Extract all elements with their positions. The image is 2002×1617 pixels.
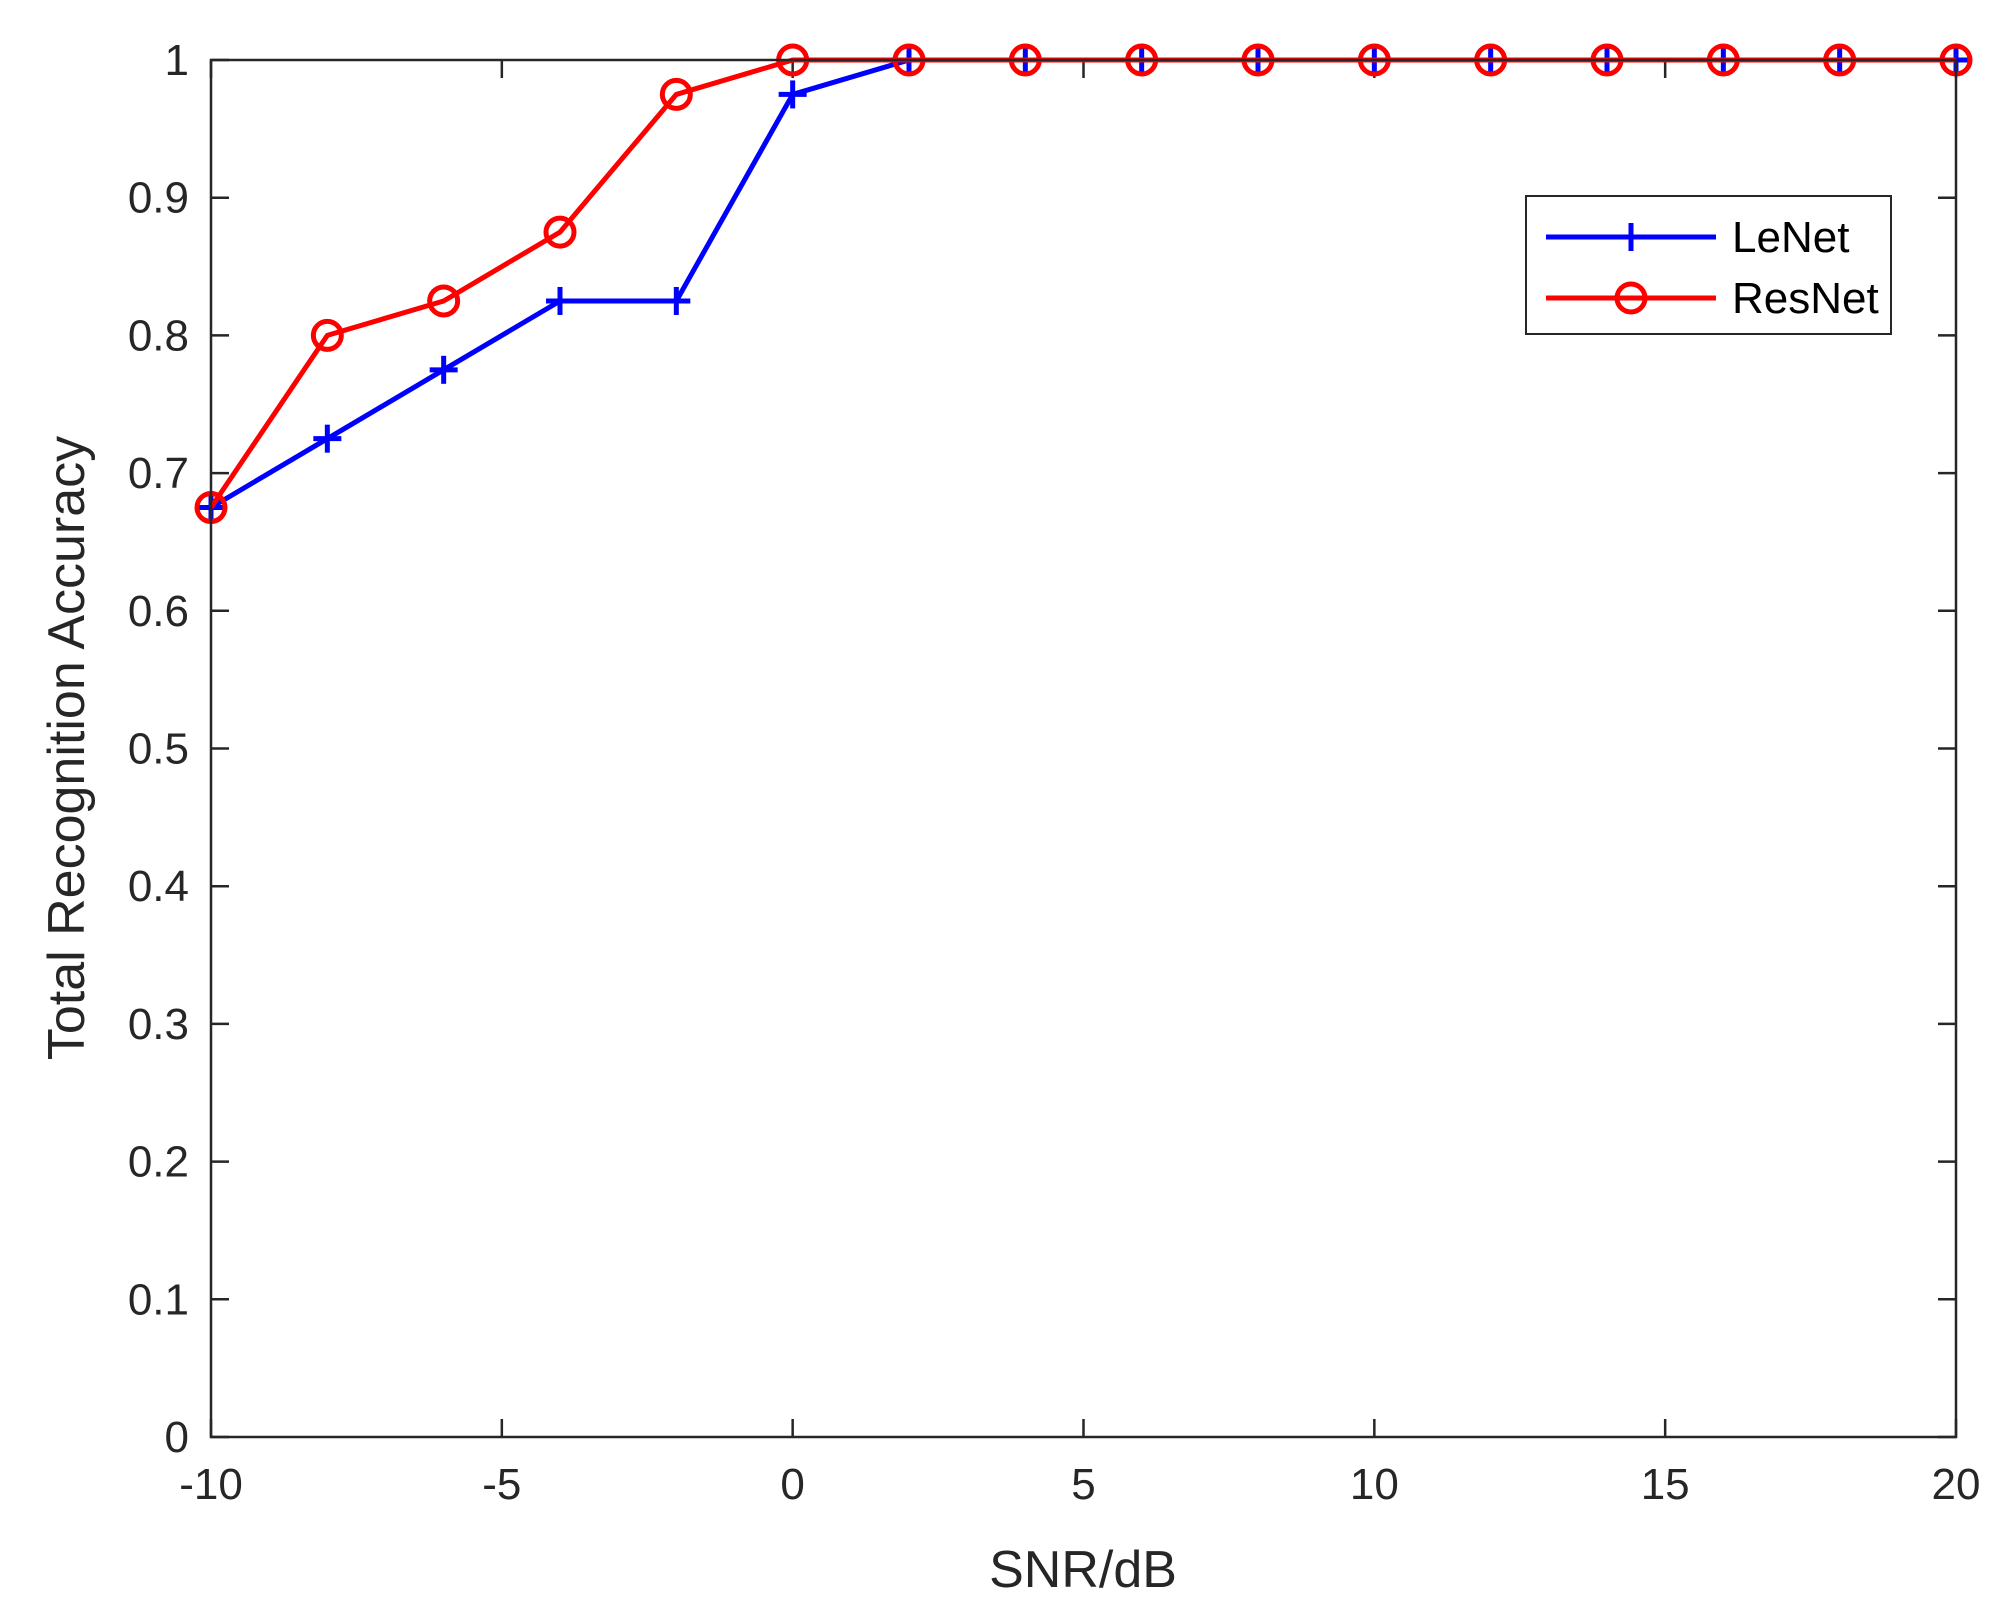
axes-box (209, 58, 1958, 1439)
y-tick-label: 0.7 (128, 449, 189, 498)
x-tick-label: -5 (482, 1460, 521, 1509)
legend-label-lenet: LeNet (1732, 213, 1849, 262)
tick-labels: -10 -5 0 5 10 15 20 0 0.1 0.2 0.3 0.4 0.5 0.6 0.7 0.8 0.… (128, 36, 1981, 1509)
legend-box (1525, 195, 1892, 335)
legend-entries: LeNet ResNet (1546, 213, 1879, 323)
y-tick-label: 0.1 (128, 1275, 189, 1324)
legend-label-resnet: ResNet (1732, 274, 1879, 323)
resnet-point (427, 284, 461, 318)
lenet-point (313, 424, 342, 453)
x-axis-label: SNR/dB (989, 1541, 1177, 1599)
y-tick-label: 0.4 (128, 862, 189, 911)
legend-marker-resnet (1614, 281, 1648, 315)
x-tick-label: 0 (780, 1460, 804, 1509)
y-tick-label: 0.3 (128, 1000, 189, 1049)
lenet-point (429, 355, 458, 384)
x-tick-label: 10 (1350, 1460, 1399, 1509)
x-tick-label: 20 (1932, 1460, 1981, 1509)
x-tick-label: 5 (1071, 1460, 1095, 1509)
y-axis-label: Total Recognition Accuracy (38, 436, 96, 1060)
y-tick-label: 0.2 (128, 1138, 189, 1187)
y-tick-label: 1 (165, 36, 189, 85)
y-tick-label: 0.8 (128, 311, 189, 360)
y-tick-label: 0 (165, 1413, 189, 1462)
y-tick-label: 0.9 (128, 174, 189, 223)
lenet-point (778, 80, 807, 109)
lenet-point (546, 286, 574, 315)
x-tick-label: 15 (1641, 1460, 1690, 1509)
resnet-point (310, 318, 344, 352)
y-tick-label: 0.6 (128, 587, 189, 636)
legend: LeNet ResNet (1525, 195, 1892, 335)
lenet-point (662, 286, 691, 315)
x-tick-label: -10 (179, 1460, 243, 1509)
legend-marker-lenet (1617, 223, 1645, 251)
resnet-point (659, 77, 693, 111)
y-tick-label: 0.5 (128, 725, 189, 774)
resnet-point (543, 215, 577, 249)
